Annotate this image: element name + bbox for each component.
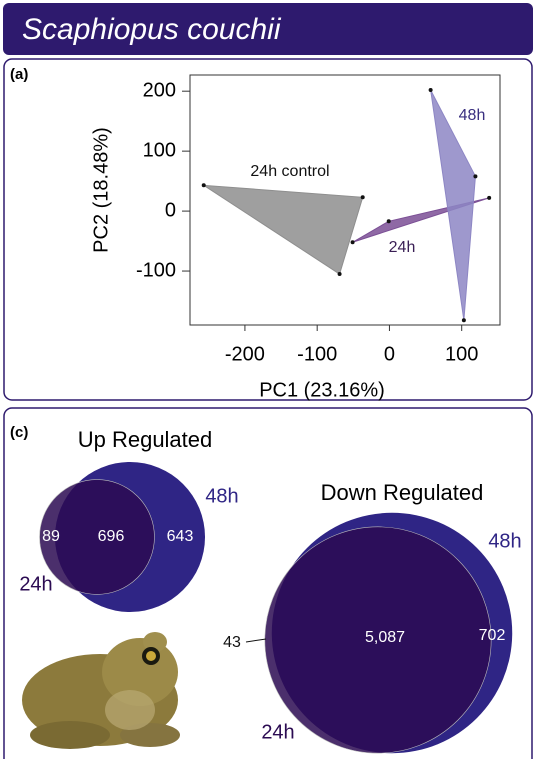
group-hull — [204, 185, 363, 274]
set-label: 24h — [19, 573, 52, 595]
x-tick-label: 100 — [445, 343, 478, 365]
panel-label: (a) — [10, 66, 28, 83]
region-count: 43 — [223, 634, 241, 651]
region-count: 5,087 — [365, 629, 405, 646]
point — [202, 183, 206, 187]
venn-title: Down Regulated — [321, 480, 484, 505]
y-tick-label: 200 — [143, 79, 176, 101]
point — [351, 240, 355, 244]
point — [487, 196, 491, 200]
point — [462, 318, 466, 322]
group-label: 48h — [459, 107, 486, 124]
group-label: 24h control — [250, 163, 329, 180]
point — [361, 195, 365, 199]
y-axis-title: PC2 (18.48%) — [90, 127, 112, 253]
header-title: Scaphiopus couchii — [22, 13, 282, 46]
group-label: 24h — [389, 239, 416, 256]
venn-title: Up Regulated — [78, 427, 213, 452]
point — [338, 272, 342, 276]
point — [387, 219, 391, 223]
group-hull — [431, 90, 476, 320]
x-tick-label: 0 — [384, 343, 395, 365]
x-tick-label: -200 — [225, 343, 265, 365]
set-label: 24h — [261, 721, 294, 743]
y-tick-label: 0 — [165, 199, 176, 221]
point — [473, 174, 477, 178]
set-label: 48h — [205, 485, 238, 507]
x-tick-label: -100 — [297, 343, 337, 365]
y-tick-label: -100 — [136, 259, 176, 281]
panel-label: (c) — [10, 424, 28, 441]
figure: Scaphiopus couchii (a) (c) -200 -100 0 100 -… — [0, 0, 536, 759]
toad-illustration — [22, 632, 180, 749]
x-axis-title: PC1 (23.16%) — [259, 379, 385, 401]
set-label: 48h — [488, 530, 521, 552]
region-count: 643 — [167, 528, 194, 545]
region-count: 696 — [98, 528, 125, 545]
leader-line — [246, 639, 266, 642]
point — [429, 88, 433, 92]
region-count: 702 — [479, 627, 506, 644]
region-count: 89 — [42, 528, 60, 545]
y-tick-label: 100 — [143, 139, 176, 161]
